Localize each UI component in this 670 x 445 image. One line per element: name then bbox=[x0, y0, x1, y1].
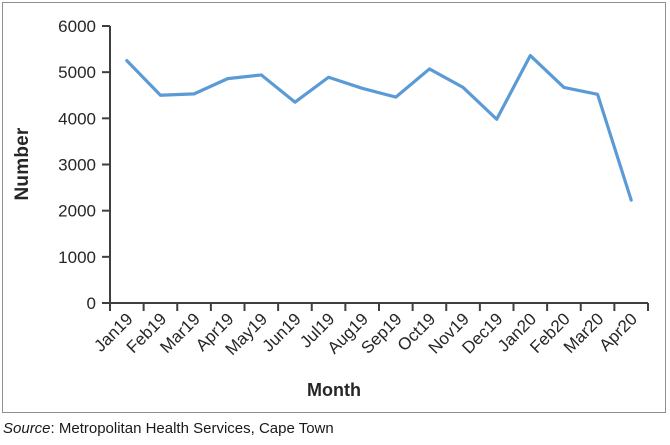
y-tick-label: 0 bbox=[87, 294, 96, 313]
y-axis-title: Number bbox=[12, 127, 33, 201]
line-plot: 0100020003000400050006000Jan19Feb19Mar19… bbox=[58, 17, 649, 359]
source-detail: : Metropolitan Health Services, Cape Tow… bbox=[50, 420, 334, 437]
y-tick-label: 5000 bbox=[58, 63, 96, 82]
chart-panel: 0 1000 2000 3000 4000 5000 6000 Jan19 Feb19 Mar19… bbox=[2, 2, 666, 413]
y-tick-label: 3000 bbox=[58, 155, 96, 174]
y-tick-label: 4000 bbox=[58, 109, 96, 128]
y-tick-label: 2000 bbox=[58, 202, 96, 221]
series-line bbox=[125, 53, 633, 202]
source-note: Source: Metropolitan Health Services, Ca… bbox=[3, 420, 334, 437]
y-tick-label: 6000 bbox=[58, 17, 96, 36]
x-axis-title: Month bbox=[307, 380, 361, 400]
x-tick-label: Jun19 bbox=[259, 309, 305, 355]
x-tick-label: Apr20 bbox=[595, 309, 641, 355]
y-tick-label: 1000 bbox=[58, 248, 96, 267]
source-word: Source bbox=[3, 420, 51, 437]
